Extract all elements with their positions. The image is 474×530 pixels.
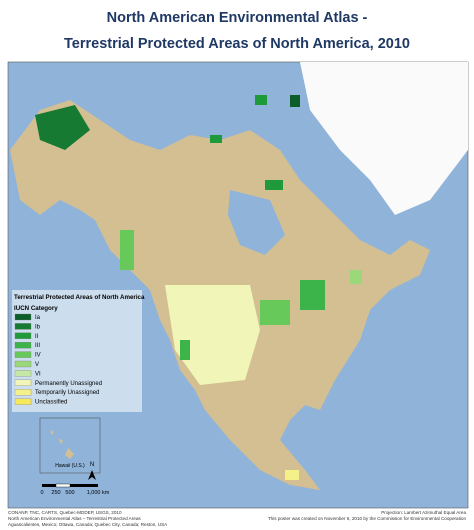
legend-label: IV (35, 353, 41, 359)
greenland (300, 62, 468, 215)
subtitle: Terrestrial Protected Areas of North Ame… (64, 36, 410, 52)
legend-swatch (14, 323, 32, 330)
inset-label: Hawaii (U.S.) (55, 463, 85, 469)
legend-label: V (35, 362, 39, 368)
credit: Aguascalientes, Mexico; Ottawa, Canada; … (8, 522, 168, 527)
legend-swatch (14, 360, 32, 368)
inset: Hawaii (U.S.) (39, 417, 101, 474)
legend-swatch (14, 389, 32, 396)
legend-swatch (14, 332, 32, 339)
legend-label: Unclassified (35, 400, 67, 406)
legend-label: Temporarily Unassigned (35, 390, 99, 396)
legend: Terrestrial Protected Areas of North Ame… (12, 290, 145, 412)
inset-box (39, 417, 101, 474)
credit: CONANP, TNC, CARTS, Quebec-MDDEP, USGS, … (8, 510, 122, 515)
legend-label: Permanently Unassigned (35, 381, 102, 387)
scale-bar: 0 250 500 1,000 km (40, 483, 110, 496)
legend-label: VI (35, 371, 41, 377)
scale-label: 250 (51, 490, 60, 496)
legend-swatch (14, 313, 32, 321)
hawaii-islands (50, 430, 74, 459)
scale-label: 0 (40, 490, 43, 496)
legend-swatch (14, 351, 32, 358)
legend-label: II (35, 334, 39, 340)
scale-seg (55, 483, 71, 488)
credit: North American Environmental Atlas – Ter… (8, 516, 141, 521)
legend-swatch (14, 398, 32, 405)
legend-title: Terrestrial Protected Areas of North Ame… (14, 294, 145, 301)
scale-seg (42, 484, 56, 487)
scale-label: 500 (65, 490, 74, 496)
legend-label: Ia (35, 315, 41, 321)
legend-swatch (14, 370, 32, 377)
scale-label: 1,000 km (87, 490, 110, 496)
legend-box (12, 290, 142, 412)
legend-label: Ib (35, 324, 41, 330)
protected-patches (35, 95, 362, 480)
legend-label: III (35, 343, 40, 349)
scale-seg (70, 484, 98, 487)
north-arrow: N (88, 462, 96, 480)
credit: Projection: Lambert Azimuthal Equal Area (381, 510, 466, 515)
title: North American Environmental Atlas - (107, 10, 368, 26)
legend-subtitle: IUCN Category (14, 305, 58, 312)
legend-swatch (14, 379, 32, 386)
hudson-bay (228, 190, 285, 255)
arrow (88, 470, 96, 480)
north-label: N (90, 462, 94, 468)
credit: This poster was created on November 6, 2… (268, 516, 467, 521)
legend-swatch (14, 342, 32, 349)
